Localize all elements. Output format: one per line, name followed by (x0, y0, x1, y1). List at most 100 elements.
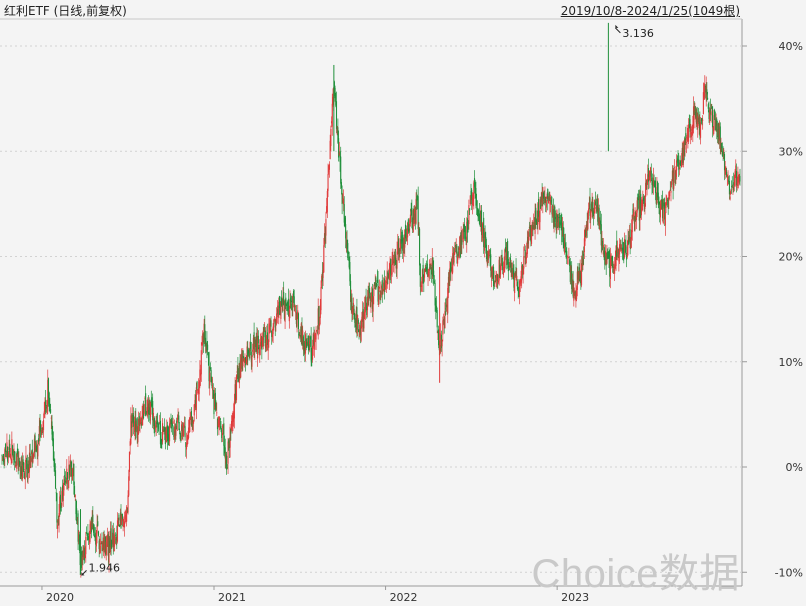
candle-body (401, 239, 403, 242)
candle-body (326, 191, 328, 213)
candle-body (88, 540, 90, 542)
candle-body (85, 536, 87, 555)
candle-body (604, 252, 606, 265)
candle-body (490, 267, 492, 277)
candle-body (629, 229, 631, 249)
candle-body (64, 477, 66, 479)
candle-body (516, 275, 518, 281)
candle-body (692, 106, 695, 129)
candle-body (698, 116, 700, 127)
candle-body (570, 266, 572, 279)
candle-body (639, 197, 641, 221)
candle-body (607, 254, 609, 256)
candle-body (557, 216, 559, 227)
candle-body (581, 257, 583, 265)
candle-body (186, 443, 188, 446)
candle-body (480, 214, 482, 225)
candle-body (77, 513, 79, 542)
candle-body (683, 143, 685, 156)
candle-body (340, 182, 342, 188)
candle-body (71, 467, 73, 477)
candle-body (535, 207, 537, 222)
candle-body (239, 360, 241, 378)
candle-body (302, 336, 304, 350)
candle-body (426, 263, 428, 275)
candle-body (266, 332, 269, 345)
candle-body (273, 319, 275, 324)
candle-body (59, 496, 61, 513)
candle-body (623, 239, 626, 258)
candle-body (140, 422, 142, 426)
candle-body (675, 168, 677, 177)
candle-body (723, 150, 725, 152)
candle-body (733, 182, 735, 185)
candle-body (355, 310, 357, 326)
candle-body (261, 341, 263, 350)
candle-body (100, 541, 102, 543)
candle-body (529, 225, 531, 231)
candle-body (523, 249, 526, 251)
candle-body (326, 206, 328, 213)
candle-body (236, 370, 238, 374)
candle-body (619, 244, 621, 255)
candle-body (715, 121, 717, 126)
candle-body (47, 379, 49, 404)
candle-body (619, 243, 621, 249)
candle-body (568, 256, 570, 258)
candle-body (423, 277, 425, 283)
candle-body (525, 256, 527, 260)
candle-body (2, 453, 4, 462)
candle-body (280, 301, 282, 319)
candle-body (373, 282, 376, 286)
candle-body (98, 540, 100, 550)
candle-body (586, 221, 588, 228)
candle-body (14, 451, 16, 463)
candle-body (338, 152, 340, 156)
low-value-label: 1.946 (89, 561, 121, 574)
candle-body (664, 206, 666, 220)
candle-body (361, 316, 363, 320)
candle-body (395, 265, 397, 269)
candle-body (435, 305, 438, 312)
candle-body (419, 228, 421, 266)
high-marker-arrow (615, 27, 621, 34)
candle-body (242, 356, 245, 359)
candle-body (370, 302, 372, 307)
candle-body (386, 270, 388, 286)
candle-body (233, 412, 235, 421)
candle-body (279, 303, 281, 315)
candle-body (618, 253, 620, 262)
candle-body (661, 199, 663, 202)
candle-body (58, 513, 60, 526)
date-range-label[interactable]: 2019/10/8-2024/1/25(1049根) (560, 4, 740, 18)
candle-body (342, 198, 345, 205)
candle-body (281, 302, 283, 308)
candle-body (9, 453, 12, 459)
candle-body (475, 187, 477, 206)
candle-body (93, 526, 95, 537)
candle-body (171, 426, 173, 429)
candle-body (673, 172, 675, 189)
candle-body (213, 393, 215, 415)
candle-body (288, 310, 290, 322)
candle-body (172, 421, 174, 424)
candle-body (431, 257, 433, 270)
candle-body (667, 200, 669, 205)
candle-body (504, 249, 506, 269)
candle-body (723, 154, 726, 171)
candle-body (84, 555, 86, 558)
candle-body (597, 207, 600, 224)
candle-body (467, 227, 469, 229)
candle-body (344, 217, 346, 228)
candle-body (609, 257, 611, 280)
candle-body (722, 151, 724, 154)
candle-body (593, 208, 595, 212)
candle-body (428, 267, 430, 271)
candle-body (149, 407, 151, 421)
candle-body (254, 339, 257, 347)
candle-body (677, 159, 679, 161)
candle-body (270, 320, 272, 327)
candle-body (364, 301, 366, 313)
candle-body (292, 295, 294, 308)
candle-body (511, 269, 514, 277)
